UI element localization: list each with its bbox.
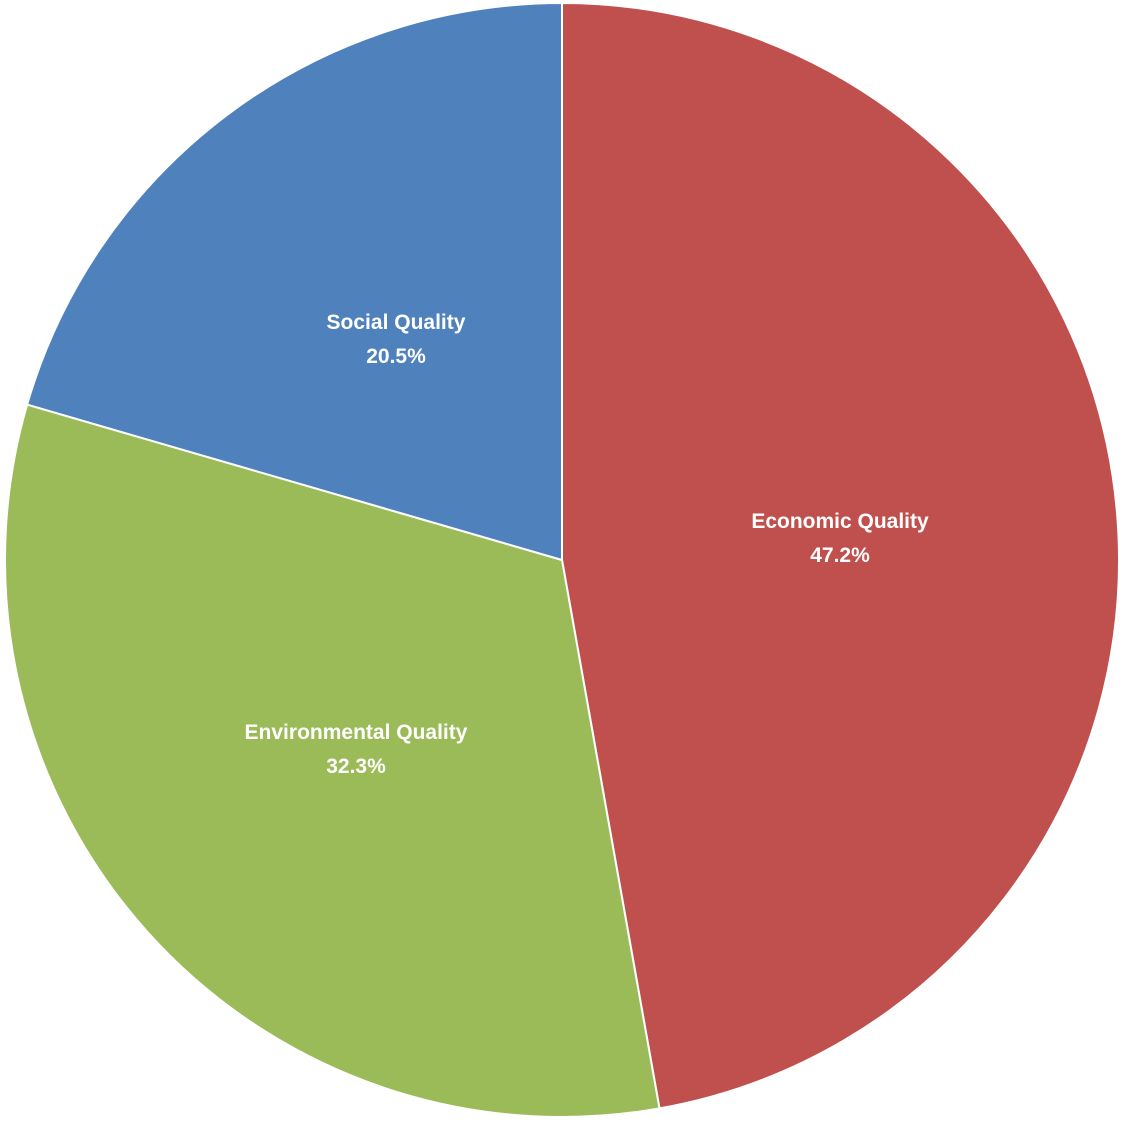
slice-label-economic: Economic Quality (751, 510, 929, 533)
pie-slices (4, 1, 1120, 1118)
slice-label-social: Social Quality (327, 311, 466, 334)
slice-value-social: 20.5% (366, 345, 426, 368)
pie-slice-economic (561, 1, 1120, 1110)
pie-slice-environmental (4, 403, 661, 1118)
slice-value-economic: 47.2% (810, 544, 870, 567)
slice-label-environmental: Environmental Quality (245, 721, 468, 744)
pie-labels: Economic Quality 47.2% Environmental Qua… (245, 311, 929, 778)
pie-slice-social (25, 1, 563, 562)
slice-value-environmental: 32.3% (326, 755, 386, 778)
